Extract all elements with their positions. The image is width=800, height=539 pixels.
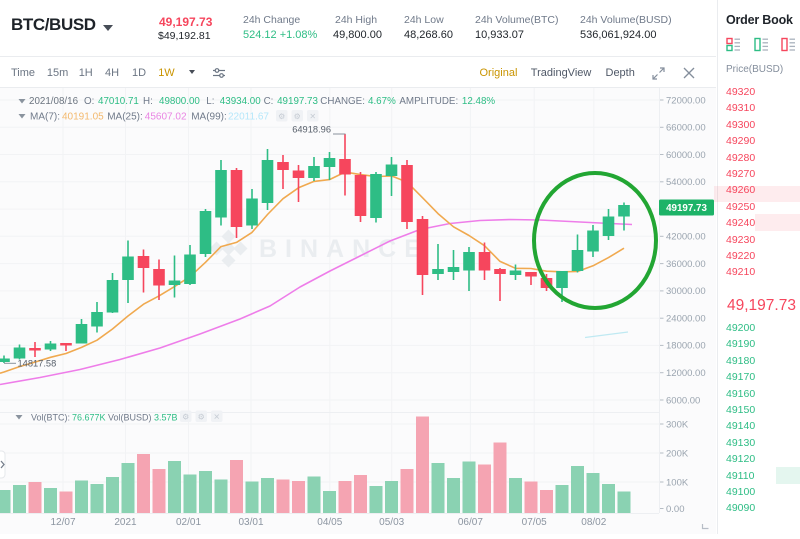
svg-text:⚙: ⚙: [278, 112, 285, 121]
svg-text:2021: 2021: [114, 517, 137, 528]
svg-text:03/01: 03/01: [238, 517, 263, 528]
svg-text:BINANCE: BINANCE: [259, 235, 429, 263]
svg-text:42000.00: 42000.00: [666, 232, 706, 243]
svg-text:07/05: 07/05: [522, 517, 547, 528]
svg-text:49197.73: 49197.73: [666, 203, 707, 214]
svg-text:24000.00: 24000.00: [666, 314, 706, 325]
svg-text:6000.00: 6000.00: [666, 395, 700, 406]
svg-text:⚙: ⚙: [182, 413, 189, 422]
svg-text:72000.00: 72000.00: [666, 95, 706, 106]
svg-text:0.00: 0.00: [666, 504, 685, 515]
svg-text:05/03: 05/03: [379, 517, 404, 528]
svg-text:64918.96: 64918.96: [292, 125, 331, 135]
svg-text:200K: 200K: [666, 448, 689, 459]
svg-text:60000.00: 60000.00: [666, 150, 706, 161]
svg-text:✕: ✕: [309, 112, 316, 121]
svg-text:66000.00: 66000.00: [666, 123, 706, 134]
svg-text:36000.00: 36000.00: [666, 259, 706, 270]
svg-text:02/01: 02/01: [176, 517, 201, 528]
svg-text:100K: 100K: [666, 477, 689, 488]
svg-text:✕: ✕: [213, 413, 220, 422]
svg-text:2021/08/16O:47010.71H:49800.00: 2021/08/16 O: 47010.71 H: 49800.00 L: 43934.00…: [29, 96, 495, 107]
svg-text:18000.00: 18000.00: [666, 341, 706, 352]
svg-text:12000.00: 12000.00: [666, 368, 706, 379]
svg-text:30000.00: 30000.00: [666, 286, 706, 297]
svg-text:08/02: 08/02: [581, 517, 606, 528]
svg-text:12/07: 12/07: [50, 517, 75, 528]
svg-text:06/07: 06/07: [458, 517, 483, 528]
svg-text:⚙: ⚙: [198, 413, 205, 422]
svg-text:54000.00: 54000.00: [666, 177, 706, 188]
svg-text:300K: 300K: [666, 419, 689, 430]
svg-text:04/05: 04/05: [317, 517, 342, 528]
svg-text:⚙: ⚙: [294, 112, 301, 121]
svg-text:14817.58: 14817.58: [18, 359, 57, 369]
